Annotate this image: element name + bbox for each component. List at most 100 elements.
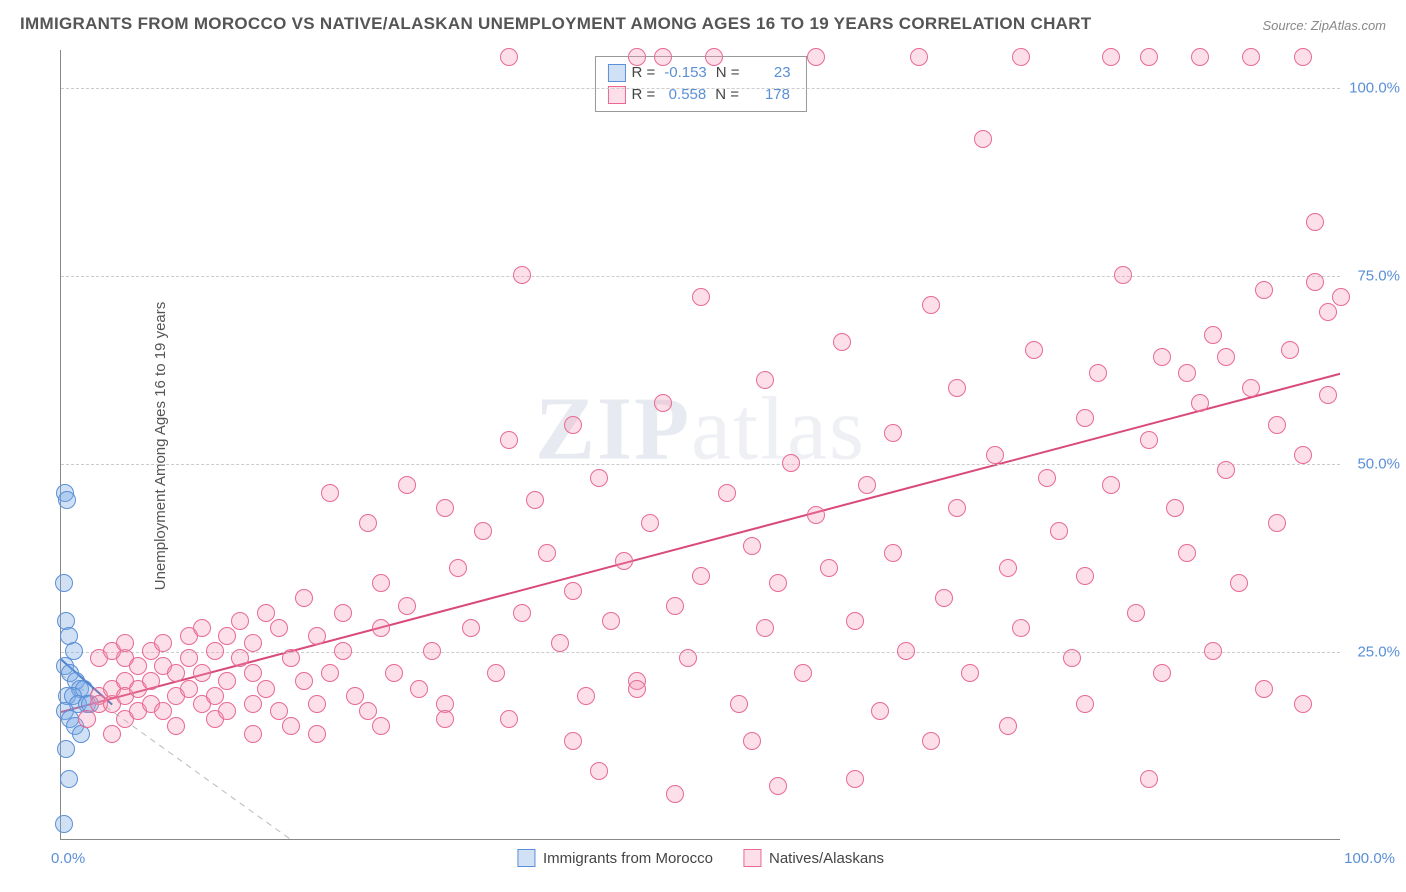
data-point xyxy=(372,619,390,637)
data-point xyxy=(57,740,75,758)
data-point xyxy=(769,777,787,795)
data-point xyxy=(961,664,979,682)
data-point xyxy=(590,762,608,780)
data-point xyxy=(641,514,659,532)
data-point xyxy=(679,649,697,667)
data-point xyxy=(282,649,300,667)
data-point xyxy=(756,371,774,389)
data-point xyxy=(743,537,761,555)
data-point xyxy=(1076,567,1094,585)
data-point xyxy=(385,664,403,682)
data-point xyxy=(1242,48,1260,66)
data-point xyxy=(615,552,633,570)
x-tick-max: 100.0% xyxy=(1344,850,1395,867)
data-point xyxy=(334,642,352,660)
legend-bottom-swatch-2 xyxy=(743,849,761,867)
plot-area: ZIPatlas R = -0.153 N = 23 R = 0.558 N =… xyxy=(60,50,1340,840)
data-point xyxy=(807,48,825,66)
data-point xyxy=(231,649,249,667)
data-point xyxy=(1127,604,1145,622)
data-point xyxy=(1178,364,1196,382)
legend-correlation: R = -0.153 N = 23 R = 0.558 N = 178 xyxy=(594,56,806,112)
data-point xyxy=(321,484,339,502)
data-point xyxy=(270,702,288,720)
y-tick-label: 75.0% xyxy=(1345,267,1400,284)
data-point xyxy=(487,664,505,682)
data-point xyxy=(756,619,774,637)
data-point xyxy=(538,544,556,562)
data-point xyxy=(60,770,78,788)
data-point xyxy=(1089,364,1107,382)
data-point xyxy=(218,672,236,690)
data-point xyxy=(1102,48,1120,66)
data-point xyxy=(526,491,544,509)
data-point xyxy=(116,634,134,652)
data-point xyxy=(398,476,416,494)
data-point xyxy=(820,559,838,577)
data-point xyxy=(692,288,710,306)
data-point xyxy=(1140,48,1158,66)
data-point xyxy=(935,589,953,607)
data-point xyxy=(897,642,915,660)
data-point xyxy=(295,672,313,690)
data-point xyxy=(1204,326,1222,344)
data-point xyxy=(948,499,966,517)
data-point xyxy=(884,544,902,562)
data-point xyxy=(218,627,236,645)
y-tick-label: 25.0% xyxy=(1345,643,1400,660)
data-point xyxy=(1038,469,1056,487)
legend-swatch-2 xyxy=(607,86,625,104)
data-point xyxy=(1268,416,1286,434)
data-point xyxy=(55,815,73,833)
legend-swatch-1 xyxy=(607,64,625,82)
data-point xyxy=(999,559,1017,577)
data-point xyxy=(193,664,211,682)
data-point xyxy=(871,702,889,720)
data-point xyxy=(295,589,313,607)
data-point xyxy=(1076,409,1094,427)
data-point xyxy=(513,604,531,622)
x-tick-min: 0.0% xyxy=(51,850,85,867)
data-point xyxy=(1076,695,1094,713)
data-point xyxy=(730,695,748,713)
data-point xyxy=(1050,522,1068,540)
data-point xyxy=(359,514,377,532)
data-point xyxy=(423,642,441,660)
data-point xyxy=(206,642,224,660)
data-point xyxy=(654,48,672,66)
data-point xyxy=(436,710,454,728)
data-point xyxy=(1306,273,1324,291)
data-point xyxy=(1306,213,1324,231)
data-point xyxy=(1294,695,1312,713)
data-point xyxy=(1255,281,1273,299)
y-tick-label: 100.0% xyxy=(1345,79,1400,96)
data-point xyxy=(167,717,185,735)
data-point xyxy=(257,680,275,698)
data-point xyxy=(1230,574,1248,592)
data-point xyxy=(513,266,531,284)
data-point xyxy=(1217,348,1235,366)
data-point xyxy=(986,446,1004,464)
data-point xyxy=(564,582,582,600)
legend-n-label-1: N = xyxy=(716,62,740,84)
data-point xyxy=(193,619,211,637)
data-point xyxy=(244,725,262,743)
data-point xyxy=(449,559,467,577)
gridline xyxy=(61,88,1340,89)
data-point xyxy=(180,649,198,667)
data-point xyxy=(1332,288,1350,306)
data-point xyxy=(436,499,454,517)
data-point xyxy=(922,732,940,750)
data-point xyxy=(1166,499,1184,517)
data-point xyxy=(282,717,300,735)
data-point xyxy=(910,48,928,66)
data-point xyxy=(769,574,787,592)
data-point xyxy=(999,717,1017,735)
data-point xyxy=(705,48,723,66)
data-point xyxy=(1191,394,1209,412)
data-point xyxy=(654,394,672,412)
data-point xyxy=(577,687,595,705)
data-point xyxy=(308,695,326,713)
data-point xyxy=(666,597,684,615)
data-point xyxy=(359,702,377,720)
